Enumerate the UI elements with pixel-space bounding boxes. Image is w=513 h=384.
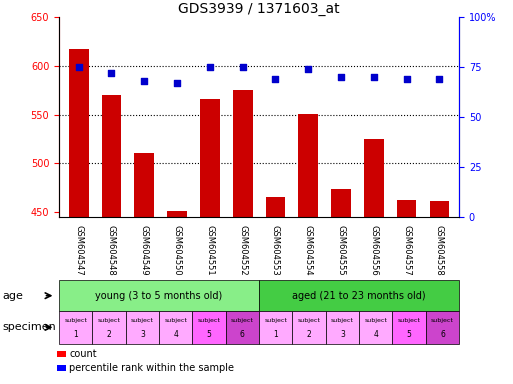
Text: 3: 3: [340, 330, 345, 339]
Point: [271, 76, 280, 82]
Point: [74, 64, 83, 70]
Text: 5: 5: [207, 330, 211, 339]
Text: percentile rank within the sample: percentile rank within the sample: [69, 363, 234, 373]
Text: subject: subject: [131, 318, 154, 323]
Point: [239, 64, 247, 70]
Text: 2: 2: [307, 330, 311, 339]
Point: [370, 74, 378, 80]
Text: subject: subject: [331, 318, 354, 323]
Text: subject: subject: [298, 318, 321, 323]
Point: [403, 76, 411, 82]
Text: count: count: [69, 349, 97, 359]
Text: subject: subject: [264, 318, 287, 323]
Text: subject: subject: [398, 318, 421, 323]
Point: [436, 76, 444, 82]
Text: aged (21 to 23 months old): aged (21 to 23 months old): [292, 291, 426, 301]
Bar: [299, 114, 318, 217]
Text: subject: subject: [164, 318, 187, 323]
Text: subject: subject: [64, 318, 87, 323]
Text: 6: 6: [240, 330, 245, 339]
Text: 6: 6: [440, 330, 445, 339]
Title: GDS3939 / 1371603_at: GDS3939 / 1371603_at: [178, 2, 340, 16]
Bar: [429, 201, 449, 217]
Bar: [331, 189, 351, 217]
Text: subject: subject: [97, 318, 121, 323]
Text: 1: 1: [273, 330, 278, 339]
Text: subject: subject: [231, 318, 254, 323]
Text: age: age: [3, 291, 24, 301]
Bar: [102, 95, 121, 217]
Point: [304, 66, 312, 72]
Text: subject: subject: [364, 318, 387, 323]
Bar: [69, 50, 89, 217]
Point: [337, 74, 345, 80]
Text: specimen: specimen: [3, 322, 56, 333]
Point: [206, 64, 214, 70]
Bar: [200, 99, 220, 217]
Point: [140, 78, 148, 84]
Bar: [364, 139, 384, 217]
Text: 1: 1: [73, 330, 78, 339]
Point: [107, 70, 115, 76]
Text: subject: subject: [431, 318, 454, 323]
Point: [173, 80, 181, 86]
Text: subject: subject: [198, 318, 221, 323]
Bar: [397, 200, 417, 217]
Text: 4: 4: [373, 330, 378, 339]
Text: 4: 4: [173, 330, 178, 339]
Text: young (3 to 5 months old): young (3 to 5 months old): [95, 291, 223, 301]
Bar: [167, 211, 187, 217]
Text: 2: 2: [107, 330, 111, 339]
Bar: [266, 197, 285, 217]
Bar: [233, 90, 252, 217]
Text: 5: 5: [407, 330, 411, 339]
Bar: [134, 153, 154, 217]
Text: 3: 3: [140, 330, 145, 339]
